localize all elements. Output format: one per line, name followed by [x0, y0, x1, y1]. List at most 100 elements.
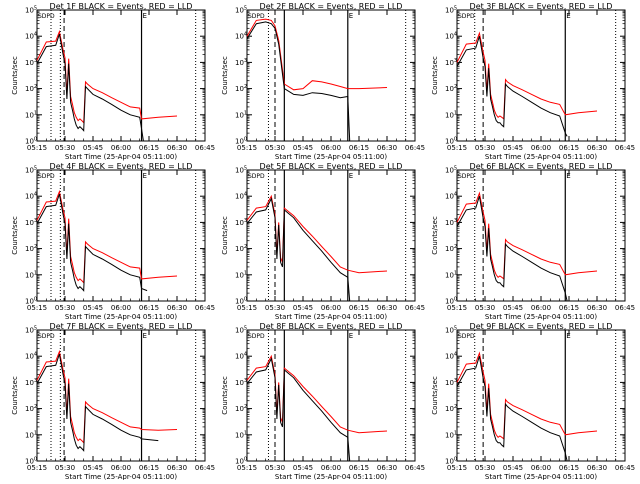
x-tick-label: 06:00: [321, 464, 341, 472]
panel-title: Det 7F BLACK = Events, RED = LLD: [50, 322, 193, 331]
x-axis-label: Start Time (25-Apr-04 05:11:00): [485, 473, 597, 480]
corner-mark-label: E: [566, 172, 570, 180]
detector-panel-4: 100 101 102 103 104 105 05:15 05:30 05:45 06:00 06…: [11, 162, 215, 321]
x-tick-label: 05:30: [55, 304, 75, 312]
series-line-lld: [456, 351, 598, 440]
x-tick-label: 06:30: [167, 144, 187, 152]
y-tick-label: 102: [235, 244, 247, 253]
x-axis-label: Start Time (25-Apr-04 05:11:00): [65, 473, 177, 480]
x-tick-label: 05:30: [265, 144, 285, 152]
y-tick-label: 100: [25, 137, 37, 146]
y-tick-label: 102: [445, 404, 457, 413]
y-tick-label: 105: [25, 6, 37, 15]
x-tick-label: 06:30: [377, 144, 397, 152]
series-line-events: [246, 197, 351, 302]
corner-code-label: SDPD: [248, 333, 265, 340]
x-tick-label: 05:45: [293, 464, 313, 472]
series-line-lld: [36, 189, 178, 284]
y-tick-label: 105: [235, 6, 247, 15]
y-tick-label: 103: [25, 218, 37, 227]
y-tick-label: 105: [235, 326, 247, 335]
x-tick-label: 06:15: [559, 304, 579, 312]
y-tick-label: 101: [445, 270, 457, 279]
series-line-events: [246, 357, 351, 462]
series-line-lld: [36, 349, 178, 444]
x-tick-label: 05:15: [447, 304, 467, 312]
corner-code-label: SDPD: [38, 333, 55, 340]
x-tick-label: 06:15: [139, 464, 159, 472]
y-tick-label: 104: [235, 352, 247, 361]
series-line-events: [456, 36, 568, 137]
x-tick-label: 05:45: [503, 144, 523, 152]
y-axis-label: Counts/sec: [431, 376, 439, 415]
y-tick-label: 103: [25, 378, 37, 387]
panel-title: Det 3F BLACK = Events, RED = LLD: [470, 2, 613, 11]
plot-frame: [36, 329, 206, 462]
x-tick-label: 06:00: [111, 464, 131, 472]
corner-code-label: SDPD: [248, 173, 265, 180]
x-tick-label: 06:00: [111, 144, 131, 152]
series-line-lld: [456, 191, 598, 280]
x-tick-label: 06:45: [615, 464, 635, 472]
x-tick-label: 06:00: [531, 464, 551, 472]
corner-code-label: SDPD: [458, 13, 475, 20]
y-tick-label: 105: [445, 6, 457, 15]
x-tick-label: 05:45: [503, 304, 523, 312]
plot-frame: [36, 9, 206, 142]
y-tick-label: 100: [25, 457, 37, 466]
x-tick-label: 05:30: [475, 144, 495, 152]
y-tick-label: 103: [235, 218, 247, 227]
y-tick-label: 101: [235, 270, 247, 279]
detector-panel-6: 100 101 102 103 104 105 05:15 05:30 05:45 06:00 06…: [431, 162, 635, 321]
plot-frame: [456, 9, 626, 142]
corner-mark-label: E: [349, 332, 353, 340]
x-tick-label: 05:45: [83, 464, 103, 472]
corner-code-label: SDPD: [458, 333, 475, 340]
x-tick-label: 06:45: [195, 464, 215, 472]
x-tick-label: 06:00: [111, 304, 131, 312]
y-tick-label: 102: [445, 84, 457, 93]
x-axis-label: Start Time (25-Apr-04 05:11:00): [275, 153, 387, 161]
y-axis-label: Counts/sec: [431, 216, 439, 255]
x-tick-label: 06:45: [405, 144, 425, 152]
x-tick-label: 05:30: [55, 464, 75, 472]
x-tick-label: 06:15: [349, 144, 369, 152]
y-tick-label: 103: [235, 58, 247, 67]
x-tick-label: 05:45: [83, 144, 103, 152]
x-tick-label: 06:45: [195, 144, 215, 152]
y-tick-label: 100: [235, 297, 247, 306]
panel-title: Det 1F BLACK = Events, RED = LLD: [50, 2, 193, 11]
panel-title: Det 6F BLACK = Events, RED = LLD: [470, 162, 613, 171]
x-tick-label: 05:30: [475, 464, 495, 472]
y-tick-label: 101: [25, 110, 37, 119]
series-line-events: [36, 353, 159, 452]
y-tick-label: 104: [235, 192, 247, 201]
x-tick-label: 05:30: [265, 304, 285, 312]
y-tick-label: 103: [445, 378, 457, 387]
x-tick-label: 06:30: [587, 144, 607, 152]
x-tick-label: 06:45: [615, 144, 635, 152]
y-tick-label: 105: [25, 166, 37, 175]
x-tick-label: 05:30: [475, 304, 495, 312]
x-tick-label: 06:15: [559, 464, 579, 472]
y-tick-label: 100: [25, 297, 37, 306]
corner-code-label: SDPD: [38, 13, 55, 20]
x-tick-label: 06:30: [587, 464, 607, 472]
x-tick-label: 06:15: [139, 304, 159, 312]
y-tick-label: 101: [445, 110, 457, 119]
x-tick-label: 05:15: [27, 464, 47, 472]
y-tick-label: 104: [445, 352, 457, 361]
x-tick-label: 06:45: [405, 304, 425, 312]
corner-mark-label: E: [349, 12, 353, 20]
y-tick-label: 101: [235, 110, 247, 119]
x-axis-label: Start Time (25-Apr-04 05:11:00): [65, 153, 177, 161]
corner-mark-label: E: [143, 12, 147, 20]
x-axis-label: Start Time (25-Apr-04 05:11:00): [485, 153, 597, 161]
y-tick-label: 101: [25, 430, 37, 439]
y-tick-label: 101: [445, 430, 457, 439]
plot-frame: [456, 329, 626, 462]
y-axis-label: Counts/sec: [11, 376, 19, 415]
detector-panel-7: 100 101 102 103 104 105 05:15 05:30 05:45 06:00 06…: [11, 322, 215, 481]
x-tick-label: 05:45: [503, 464, 523, 472]
y-tick-label: 102: [235, 84, 247, 93]
